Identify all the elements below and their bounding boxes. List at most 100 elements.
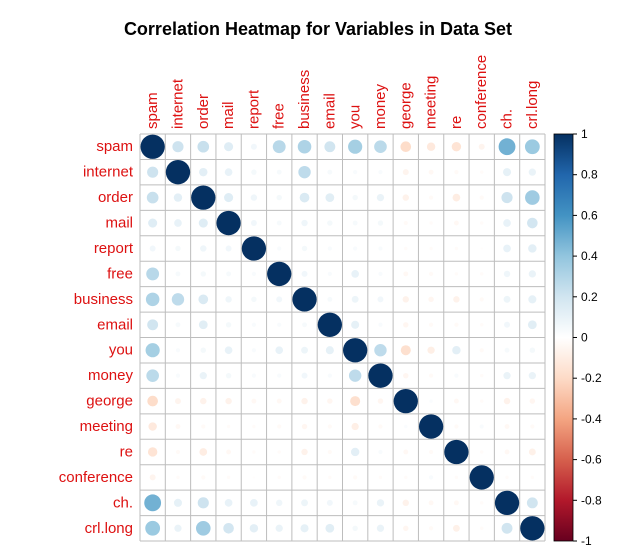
corr-cell-re-email bbox=[327, 449, 332, 455]
corr-cell-report-order bbox=[200, 245, 207, 252]
corr-cell-report-internet bbox=[175, 245, 181, 252]
corr-cell-order-mail bbox=[224, 193, 234, 203]
corr-cell-money-mail bbox=[225, 372, 232, 379]
corr-cell-money-george bbox=[403, 372, 409, 379]
corr-cell-money-you bbox=[348, 369, 362, 382]
corr-cell-email-email bbox=[317, 312, 342, 337]
col-label-13: conference bbox=[473, 55, 490, 129]
corr-cell-order-you bbox=[352, 194, 358, 201]
corr-cell-money-money bbox=[368, 363, 393, 388]
corr-cell-meeting-order bbox=[201, 424, 206, 429]
corr-cell-crl.long-free bbox=[275, 524, 283, 532]
corr-cell-re-order bbox=[199, 448, 208, 456]
corr-cell-ch.-spam bbox=[144, 494, 162, 512]
corr-cell-email-ch. bbox=[504, 321, 511, 328]
corr-cell-business-money bbox=[377, 296, 384, 303]
corr-cell-free-order bbox=[200, 271, 206, 277]
corr-cell-you-report bbox=[251, 348, 257, 353]
col-label-3: mail bbox=[220, 101, 237, 129]
colorbar-tick-label: 0.4 bbox=[581, 249, 598, 263]
corr-cell-order-george bbox=[402, 194, 409, 201]
corr-cell-conference-money bbox=[378, 475, 383, 480]
corr-cell-george-money bbox=[377, 398, 384, 404]
corr-cell-spam-meeting bbox=[426, 142, 436, 151]
col-label-8: you bbox=[347, 105, 364, 129]
corr-cell-re-george bbox=[403, 449, 409, 455]
corr-cell-ch.-email bbox=[326, 499, 333, 506]
corr-cell-george-mail bbox=[225, 397, 232, 405]
corr-cell-money-business bbox=[301, 372, 308, 379]
corr-cell-meeting-free bbox=[277, 424, 282, 429]
corr-cell-you-conference bbox=[479, 348, 484, 353]
col-label-6: business bbox=[296, 70, 313, 129]
corr-cell-free-crl.long bbox=[528, 270, 536, 278]
corr-cell-mail-crl.long bbox=[527, 217, 538, 229]
corr-cell-email-spam bbox=[147, 319, 159, 331]
corr-cell-free-re bbox=[454, 272, 459, 276]
corr-cell-email-internet bbox=[175, 322, 181, 328]
row-label-10: george bbox=[86, 393, 133, 410]
corr-cell-email-you bbox=[351, 320, 360, 329]
corr-cell-conference-business bbox=[302, 475, 307, 480]
corr-cell-order-conference bbox=[479, 195, 484, 200]
corr-cell-free-money bbox=[378, 271, 383, 277]
corr-cell-free-meeting bbox=[428, 271, 434, 277]
corr-cell-you-free bbox=[275, 346, 284, 355]
corr-cell-report-conference bbox=[480, 247, 483, 250]
corr-cell-re-meeting bbox=[428, 449, 434, 455]
corr-cell-report-report bbox=[241, 236, 267, 261]
corr-cell-money-free bbox=[277, 373, 282, 378]
corr-cell-meeting-crl.long bbox=[530, 424, 535, 429]
corr-cell-meeting-email bbox=[327, 424, 332, 429]
corr-cell-conference-report bbox=[252, 476, 256, 479]
row-label-11: meeting bbox=[80, 418, 133, 435]
corr-cell-order-business bbox=[299, 192, 310, 203]
row-labels: spam internet order mail report free business e… bbox=[59, 138, 134, 537]
corr-cell-internet-email bbox=[327, 169, 333, 175]
corr-cell-conference-george bbox=[404, 475, 408, 480]
corr-cell-mail-spam bbox=[148, 218, 158, 228]
corr-cell-george-conference bbox=[479, 399, 484, 403]
corr-cell-mail-ch. bbox=[503, 219, 511, 227]
corr-cell-ch.-money bbox=[376, 499, 385, 507]
corr-cell-ch.-business bbox=[301, 499, 308, 507]
corr-cell-business-crl.long bbox=[528, 295, 537, 304]
corr-cell-spam-ch. bbox=[498, 138, 516, 156]
heatmap-grid bbox=[139, 133, 546, 542]
corr-cell-spam-free bbox=[272, 140, 286, 154]
corr-cell-internet-meeting bbox=[428, 169, 434, 175]
corr-cell-mail-mail bbox=[216, 210, 241, 236]
corr-cell-crl.long-business bbox=[300, 524, 309, 533]
corr-cell-money-conference bbox=[479, 373, 484, 378]
colorbar-tick-label: 0.2 bbox=[581, 290, 598, 304]
corr-cell-meeting-george bbox=[404, 424, 408, 429]
row-label-13: conference bbox=[59, 469, 133, 486]
corr-cell-ch.-internet bbox=[173, 498, 183, 507]
row-label-6: business bbox=[74, 291, 133, 308]
corr-cell-meeting-conference bbox=[479, 424, 484, 429]
corr-cell-you-money bbox=[374, 344, 387, 357]
colorbar-tick-label: -0.6 bbox=[581, 453, 602, 467]
corr-cell-free-ch. bbox=[503, 270, 511, 278]
corr-cell-business-internet bbox=[171, 293, 185, 306]
corr-cell-report-crl.long bbox=[528, 244, 537, 253]
corr-cell-conference-re bbox=[454, 475, 459, 480]
colorbar-tick-label: 0.8 bbox=[581, 168, 598, 182]
heatmap-cells bbox=[140, 134, 545, 541]
corr-cell-meeting-ch. bbox=[504, 424, 510, 429]
corr-cell-crl.long-order bbox=[195, 520, 211, 536]
corr-cell-order-meeting bbox=[428, 195, 434, 200]
corr-cell-internet-crl.long bbox=[528, 168, 536, 176]
corr-cell-spam-internet bbox=[172, 141, 184, 153]
colorbar-tick-label: 0.6 bbox=[581, 208, 598, 222]
corr-cell-george-business bbox=[301, 397, 308, 405]
corr-cell-spam-re bbox=[451, 142, 462, 152]
corr-cell-mail-george bbox=[403, 220, 408, 226]
corr-cell-order-internet bbox=[173, 193, 183, 202]
corr-cell-internet-george bbox=[402, 169, 409, 176]
corr-cell-internet-spam bbox=[147, 166, 159, 178]
col-label-5: free bbox=[271, 103, 288, 129]
corr-cell-business-conference bbox=[479, 297, 484, 302]
corr-cell-email-mail bbox=[225, 322, 232, 328]
row-label-5: free bbox=[107, 265, 133, 282]
